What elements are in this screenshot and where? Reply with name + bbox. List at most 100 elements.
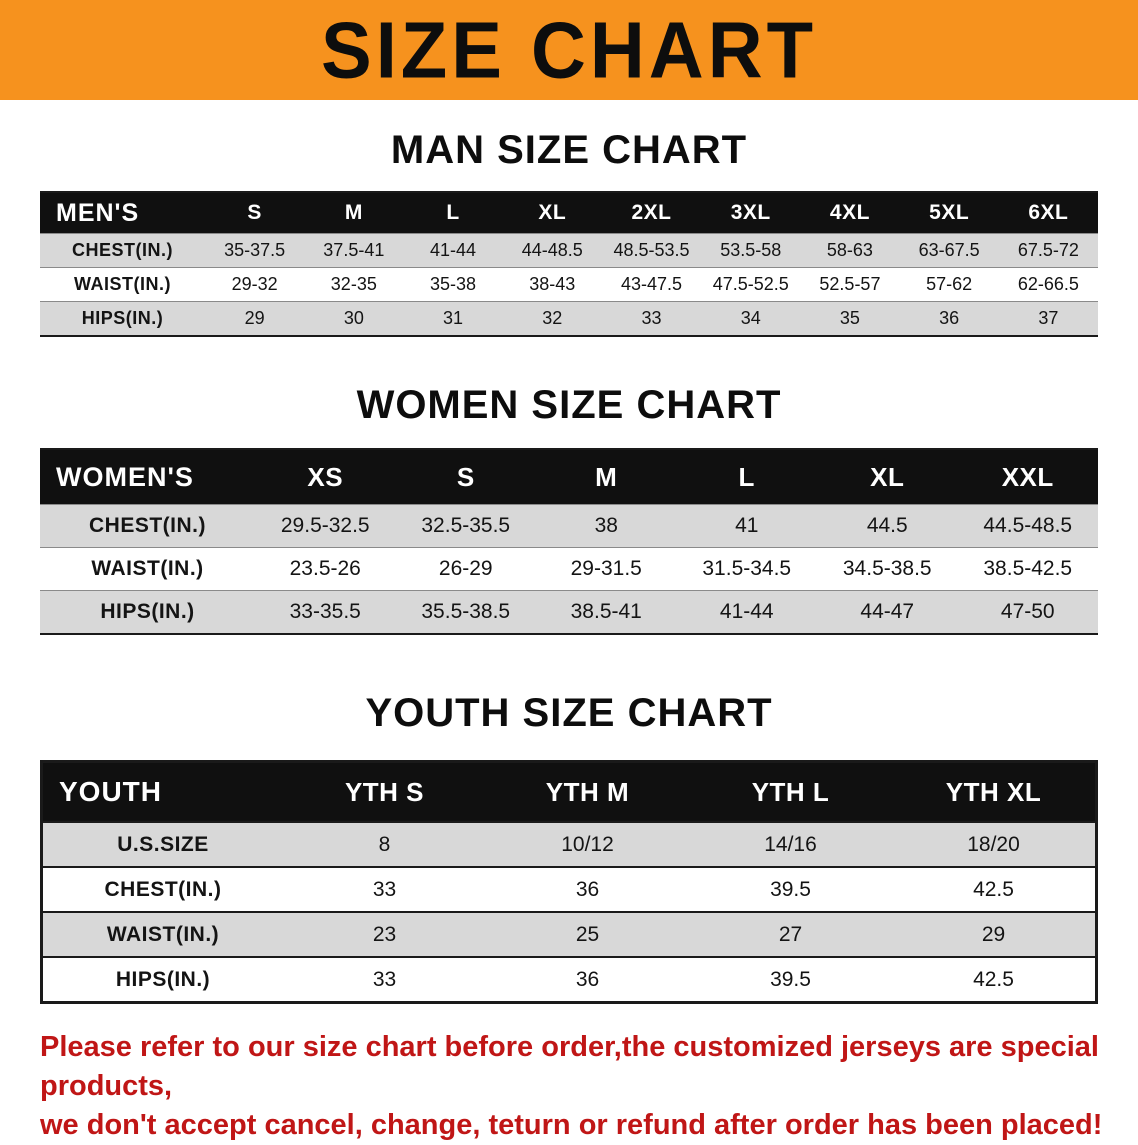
value-cell: 33-35.5 xyxy=(289,600,361,623)
value-cell: 53.5-58 xyxy=(720,240,782,260)
value-cell: 44-47 xyxy=(860,600,915,623)
value-cell: 36 xyxy=(575,877,600,901)
value-cell: 44.5 xyxy=(866,514,908,537)
value-cell: 26-29 xyxy=(438,557,493,580)
size-header-cell: 6XL xyxy=(1028,201,1069,224)
value-cell: 35-37.5 xyxy=(224,240,286,260)
value-cell: 44-48.5 xyxy=(521,240,583,260)
value-cell: 25 xyxy=(575,922,600,946)
table-row: WAIST(IN.) 29-32 32-35 35-38 38-43 43-47.5 47.… xyxy=(40,267,1098,301)
value-cell: 18/20 xyxy=(967,832,1020,856)
table-header-row: YOUTH YTH S YTH M YTH L YTH XL xyxy=(43,763,1095,821)
size-header-cell: 5XL xyxy=(929,201,970,224)
value-cell: 29-32 xyxy=(231,274,278,294)
order-notice: Please refer to our size chart before or… xyxy=(40,1028,1108,1145)
table-row: HIPS(IN.) 33 36 39.5 42.5 xyxy=(43,956,1095,1001)
women-section-heading: WOMEN SIZE CHART xyxy=(356,383,782,427)
value-cell: 39.5 xyxy=(770,967,811,991)
value-cell: 57-62 xyxy=(926,274,973,294)
table-title-cell: MEN'S xyxy=(56,198,140,227)
value-cell: 35 xyxy=(839,308,860,328)
value-cell: 41 xyxy=(735,514,759,537)
value-cell: 23 xyxy=(372,922,397,946)
value-cell: 47-50 xyxy=(1000,600,1055,623)
table-header-row: WOMEN'S XS S M L XL XXL xyxy=(40,450,1098,504)
notice-line-2: we don't accept cancel, change, teturn o… xyxy=(40,1109,1103,1142)
women-size-table: WOMEN'S XS S M L XL XXL CHEST(IN.) 29.5-32.5 32.5… xyxy=(40,448,1098,635)
size-header-cell: YTH M xyxy=(545,776,630,807)
men-section: MAN SIZE CHART MEN'S S M L XL 2XL 3XL 4XL 5XL 6XL… xyxy=(0,128,1138,337)
value-cell: 36 xyxy=(939,308,960,328)
table-row: WAIST(IN.) 23 25 27 29 xyxy=(43,911,1095,956)
value-cell: 37 xyxy=(1038,308,1059,328)
row-label-cell: WAIST(IN.) xyxy=(74,274,171,294)
value-cell: 38 xyxy=(594,514,618,537)
row-label-cell: CHEST(IN.) xyxy=(89,514,206,537)
size-header-cell: L xyxy=(446,201,460,224)
size-header-cell: M xyxy=(344,201,363,224)
size-header-cell: S xyxy=(456,461,475,492)
men-section-heading: MAN SIZE CHART xyxy=(390,128,748,172)
value-cell: 29-31.5 xyxy=(570,557,642,580)
value-cell: 33 xyxy=(641,308,662,328)
size-header-cell: XS xyxy=(307,461,344,492)
size-header-cell: 2XL xyxy=(631,201,672,224)
row-label-cell: WAIST(IN.) xyxy=(91,557,204,580)
men-size-table: MEN'S S M L XL 2XL 3XL 4XL 5XL 6XL CHEST(IN.) 35-37… xyxy=(40,191,1098,337)
value-cell: 41-44 xyxy=(719,600,774,623)
value-cell: 47.5-52.5 xyxy=(712,274,789,294)
table-row: CHEST(IN.) 33 36 39.5 42.5 xyxy=(43,866,1095,911)
value-cell: 29.5-32.5 xyxy=(280,514,370,537)
size-header-cell: 4XL xyxy=(829,201,870,224)
size-header-cell: XL xyxy=(870,461,905,492)
size-header-cell: 3XL xyxy=(730,201,771,224)
value-cell: 38-43 xyxy=(529,274,576,294)
value-cell: 29 xyxy=(244,308,265,328)
value-cell: 52.5-57 xyxy=(819,274,881,294)
size-header-cell: S xyxy=(247,201,262,224)
table-header-row: MEN'S S M L XL 2XL 3XL 4XL 5XL 6XL xyxy=(40,193,1098,233)
row-label-cell: U.S.SIZE xyxy=(117,832,209,856)
row-label-cell: CHEST(IN.) xyxy=(72,240,173,260)
value-cell: 42.5 xyxy=(973,877,1014,901)
row-label-cell: CHEST(IN.) xyxy=(104,877,222,901)
row-label-cell: HIPS(IN.) xyxy=(115,967,211,991)
value-cell: 38.5-42.5 xyxy=(983,557,1073,580)
row-label-cell: HIPS(IN.) xyxy=(100,600,195,623)
value-cell: 33 xyxy=(372,967,397,991)
size-header-cell: M xyxy=(595,461,618,492)
value-cell: 36 xyxy=(575,967,600,991)
value-cell: 39.5 xyxy=(770,877,811,901)
youth-size-table: YOUTH YTH S YTH M YTH L YTH XL U.S.SIZE 8 10/12… xyxy=(40,760,1098,1004)
value-cell: 30 xyxy=(343,308,364,328)
value-cell: 33 xyxy=(372,877,397,901)
value-cell: 31.5-34.5 xyxy=(702,557,792,580)
size-header-cell: L xyxy=(738,461,755,492)
table-row: WAIST(IN.) 23.5-26 26-29 29-31.5 31.5-34.5 34… xyxy=(40,547,1098,590)
value-cell: 63-67.5 xyxy=(918,240,980,260)
value-cell: 14/16 xyxy=(764,832,817,856)
value-cell: 32 xyxy=(542,308,563,328)
table-row: CHEST(IN.) 35-37.5 37.5-41 41-44 44-48.5 48.5… xyxy=(40,233,1098,267)
size-header-cell: YTH L xyxy=(751,776,830,807)
table-row: HIPS(IN.) 33-35.5 35.5-38.5 38.5-41 41-44 44-… xyxy=(40,590,1098,633)
value-cell: 23.5-26 xyxy=(289,557,361,580)
value-cell: 43-47.5 xyxy=(620,274,683,294)
value-cell: 38.5-41 xyxy=(570,600,642,623)
value-cell: 41-44 xyxy=(430,240,477,260)
table-title-cell: WOMEN'S xyxy=(56,461,194,492)
value-cell: 37.5-41 xyxy=(323,240,385,260)
value-cell: 42.5 xyxy=(973,967,1014,991)
value-cell: 27 xyxy=(778,922,803,946)
value-cell: 58-63 xyxy=(826,240,873,260)
value-cell: 10/12 xyxy=(561,832,614,856)
value-cell: 62-66.5 xyxy=(1017,274,1079,294)
size-header-cell: YTH S xyxy=(344,776,425,807)
value-cell: 67.5-72 xyxy=(1017,240,1079,260)
row-label-cell: WAIST(IN.) xyxy=(106,922,220,946)
size-header-cell: YTH XL xyxy=(945,776,1042,807)
value-cell: 31 xyxy=(443,308,464,328)
value-cell: 29 xyxy=(981,922,1006,946)
value-cell: 35.5-38.5 xyxy=(421,600,511,623)
